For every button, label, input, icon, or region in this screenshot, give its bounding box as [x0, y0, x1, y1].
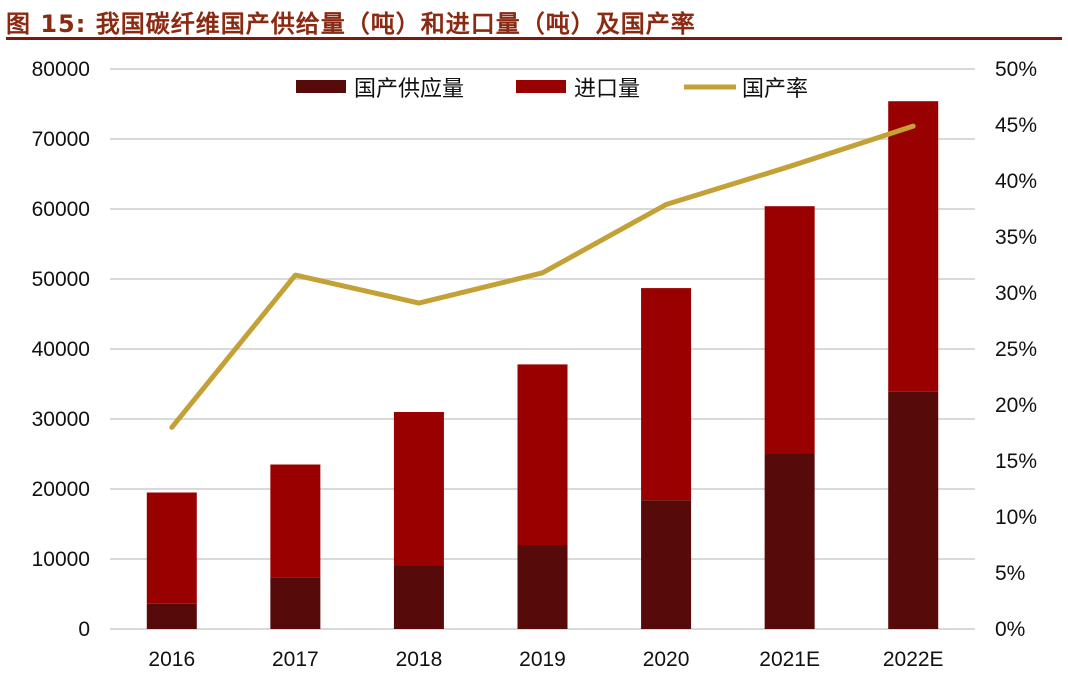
y-tick-label: 30000 — [32, 408, 90, 431]
y-tick-label: 70000 — [32, 128, 90, 151]
y-tick-label: 0 — [78, 618, 90, 641]
y-tick-label: 20000 — [32, 478, 90, 501]
bar-import — [270, 464, 321, 578]
x-tick-label: 2019 — [519, 648, 566, 671]
y2-tick-label: 20% — [995, 394, 1037, 417]
y-tick-label: 60000 — [32, 198, 90, 221]
x-tick-label: 2018 — [396, 648, 443, 671]
bar-domestic — [270, 577, 321, 629]
bar-import — [517, 364, 568, 545]
bar-import — [146, 492, 197, 604]
x-tick-label: 2022E — [883, 648, 944, 671]
legend-swatch — [516, 80, 566, 93]
legend-label: 国产供应量 — [354, 77, 464, 102]
y2-tick-label: 40% — [995, 170, 1037, 193]
y-tick-label: 10000 — [32, 548, 90, 571]
x-tick-label: 2021E — [759, 648, 820, 671]
x-tick-label: 2016 — [148, 648, 195, 671]
bar-import — [888, 101, 939, 392]
bar-domestic — [393, 566, 444, 629]
y2-tick-label: 25% — [995, 338, 1037, 361]
bar-import — [764, 206, 815, 454]
y2-tick-label: 35% — [995, 226, 1037, 249]
y2-tick-label: 10% — [995, 506, 1037, 529]
x-tick-label: 2020 — [643, 648, 690, 671]
bar-import — [641, 288, 692, 501]
bar-domestic — [146, 603, 197, 629]
legend-label: 进口量 — [574, 77, 640, 102]
y2-tick-label: 15% — [995, 450, 1037, 473]
y-tick-label: 80000 — [32, 58, 90, 81]
y2-tick-label: 0% — [995, 618, 1025, 641]
y2-tick-label: 50% — [995, 58, 1037, 81]
y2-tick-label: 30% — [995, 282, 1037, 305]
legend-swatch — [296, 80, 346, 93]
legend-label: 国产率 — [742, 77, 808, 102]
x-tick-label: 2017 — [272, 648, 319, 671]
bar-domestic — [888, 391, 939, 629]
figure-title: 图 15: 我国碳纤维国产供给量（吨）和进口量（吨）及国产率 — [6, 10, 696, 38]
bar-domestic — [764, 454, 815, 629]
y-tick-label: 50000 — [32, 268, 90, 291]
title-divider — [6, 37, 1062, 40]
bar-domestic — [517, 545, 568, 629]
bar-import — [393, 412, 444, 566]
y2-tick-label: 5% — [995, 562, 1025, 585]
y-tick-label: 40000 — [32, 338, 90, 361]
bar-domestic — [641, 500, 692, 629]
y2-tick-label: 45% — [995, 114, 1037, 137]
